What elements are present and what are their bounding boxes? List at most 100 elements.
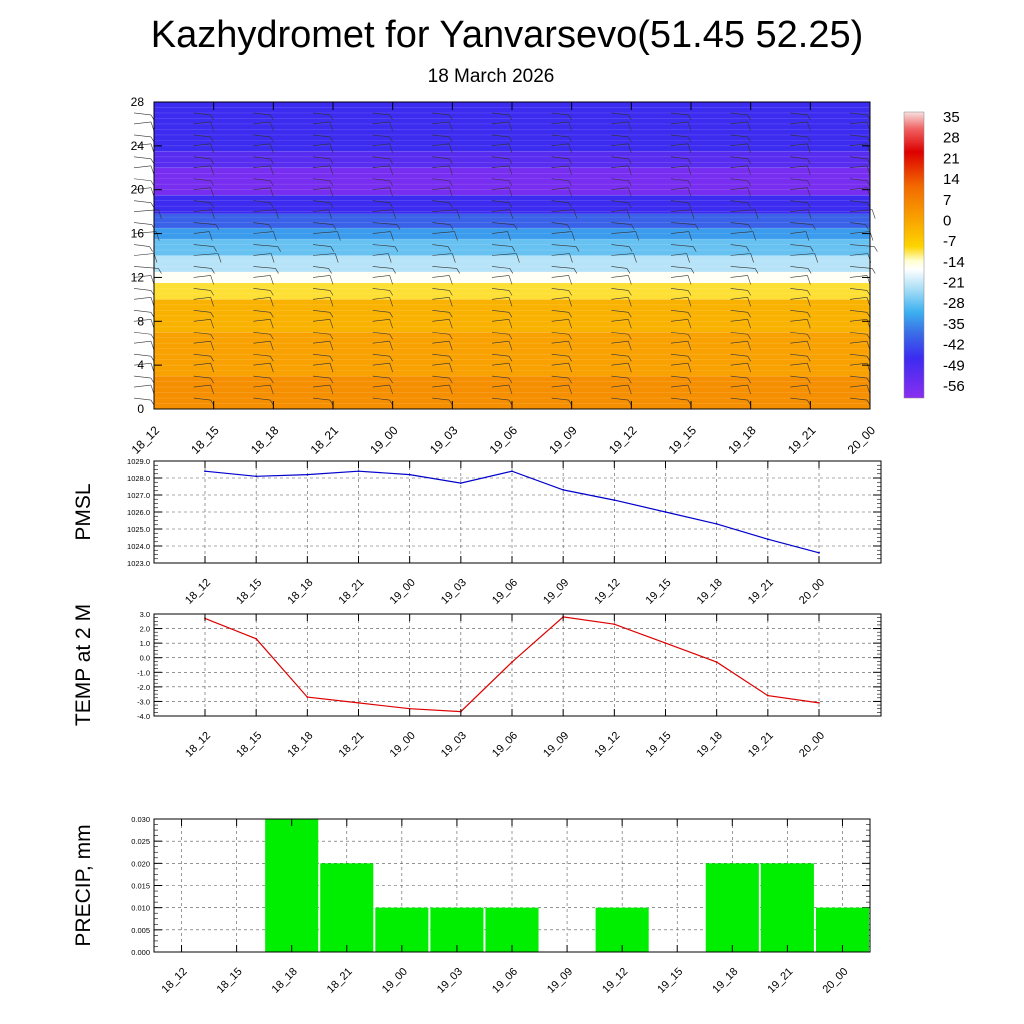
x-tick-label: 19_21 bbox=[746, 730, 776, 760]
wind-barb bbox=[628, 158, 632, 164]
wind-barb bbox=[312, 121, 331, 125]
precip-bar bbox=[595, 907, 649, 952]
wind-barb bbox=[193, 112, 211, 116]
temp-point bbox=[511, 661, 513, 663]
wind-barb bbox=[508, 136, 513, 143]
wind-barb bbox=[210, 202, 214, 208]
wind-barb bbox=[389, 356, 393, 362]
wind-barb bbox=[849, 362, 868, 366]
wind-barb bbox=[432, 318, 450, 322]
wind-barb bbox=[210, 290, 214, 296]
wind-barb bbox=[695, 224, 699, 230]
wind-barb bbox=[551, 297, 569, 300]
colorbar-label: -56 bbox=[943, 378, 965, 395]
wind-barb bbox=[215, 224, 220, 230]
wind-barb bbox=[329, 319, 334, 329]
wind-barb bbox=[568, 363, 572, 373]
wind-barb bbox=[334, 253, 339, 263]
wind-barb bbox=[312, 200, 331, 203]
wind-barb bbox=[193, 121, 211, 125]
wind-barb bbox=[730, 231, 753, 234]
wind-barb bbox=[389, 143, 393, 153]
wind-barb bbox=[730, 353, 748, 357]
wind-barb bbox=[730, 253, 751, 256]
wind-barb bbox=[790, 397, 808, 401]
wind-barb bbox=[611, 231, 636, 234]
wind-barb bbox=[568, 136, 572, 143]
wind-barb bbox=[747, 384, 751, 395]
wind-barb bbox=[790, 297, 808, 300]
wind-barb bbox=[270, 297, 274, 307]
wind-barb bbox=[329, 143, 334, 153]
wind-barb bbox=[432, 375, 450, 379]
wind-barb bbox=[447, 246, 452, 252]
wind-barb bbox=[253, 353, 271, 357]
precip-bar bbox=[430, 907, 484, 952]
wind-barb bbox=[253, 244, 278, 247]
y-tick-label: 0.0 bbox=[140, 654, 150, 663]
wind-barb bbox=[508, 290, 513, 296]
wind-barb bbox=[508, 202, 513, 208]
wind-barb bbox=[670, 187, 689, 191]
wind-barb bbox=[687, 356, 692, 362]
wind-barb bbox=[432, 353, 450, 357]
wind-barb bbox=[389, 187, 393, 197]
heat-band bbox=[154, 271, 870, 283]
wind-barb bbox=[688, 231, 693, 241]
y-tick-label: 8 bbox=[137, 314, 144, 328]
wind-barb bbox=[730, 310, 748, 313]
wind-barb bbox=[133, 200, 152, 203]
y-tick-label: 1025.0 bbox=[127, 525, 150, 534]
wind-barb bbox=[456, 268, 460, 274]
x-tick-label: 19_12 bbox=[600, 966, 630, 996]
wind-barb bbox=[807, 121, 811, 132]
wind-barb bbox=[193, 362, 211, 366]
wind-barb bbox=[790, 253, 815, 256]
wind-barb bbox=[670, 200, 689, 203]
wind-barb bbox=[747, 297, 751, 307]
wind-barb bbox=[551, 288, 569, 291]
wind-barb bbox=[133, 165, 152, 169]
wind-barb bbox=[449, 297, 453, 307]
wind-barb bbox=[329, 275, 334, 285]
temperature-cross-section-panel: 0 4 8 12 16 20 24 28 18_12 18_15 18_18 18_21 19_00 19… bbox=[129, 95, 879, 457]
wind-barb bbox=[849, 134, 868, 138]
heat-band bbox=[154, 228, 870, 240]
temp-point bbox=[255, 637, 258, 640]
wind-barb bbox=[611, 244, 630, 247]
wind-barb bbox=[449, 114, 453, 121]
wind-barb bbox=[551, 275, 569, 278]
colorbar-label: 7 bbox=[943, 192, 951, 209]
wind-barb bbox=[807, 341, 811, 351]
wind-barb bbox=[508, 187, 513, 197]
wind-barb bbox=[449, 363, 453, 373]
wind-barb bbox=[730, 200, 748, 203]
wind-barb bbox=[372, 318, 390, 322]
wind-barb bbox=[747, 319, 751, 329]
wind-barb bbox=[392, 209, 396, 219]
wind-barb bbox=[253, 397, 271, 401]
x-tick-label: 19_12 bbox=[606, 423, 640, 457]
wind-barb bbox=[253, 275, 271, 278]
x-tick-label: 18_12 bbox=[129, 423, 163, 457]
wind-barb bbox=[372, 121, 390, 125]
wind-barb bbox=[611, 143, 629, 147]
wind-barb bbox=[158, 268, 162, 274]
wind-barb bbox=[730, 112, 748, 116]
wind-barb bbox=[567, 224, 571, 230]
wind-barb bbox=[568, 319, 572, 329]
wind-barb bbox=[372, 331, 390, 335]
wind-barb bbox=[432, 362, 450, 366]
wind-barb bbox=[551, 244, 577, 247]
wind-barb bbox=[687, 363, 692, 373]
wind-barb bbox=[508, 114, 513, 121]
wind-barb bbox=[690, 209, 695, 219]
wind-barb bbox=[372, 134, 390, 138]
wind-barb bbox=[133, 143, 152, 147]
wind-barb bbox=[687, 143, 692, 153]
wind-barb bbox=[568, 334, 572, 340]
wind-barb bbox=[670, 288, 689, 291]
wind-barb bbox=[670, 318, 689, 322]
wind-barb bbox=[389, 202, 393, 208]
precip-bar bbox=[485, 907, 539, 952]
